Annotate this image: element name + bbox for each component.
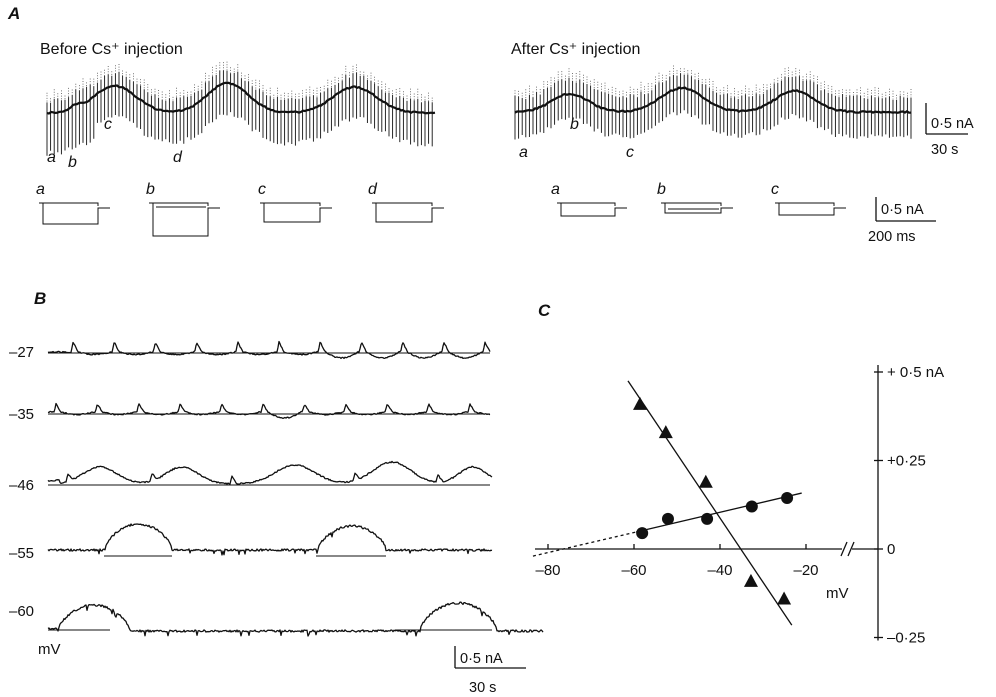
trace-mark-a: a [519,144,528,161]
trace-mark-b: b [570,116,579,133]
potential-label: –35 [9,406,34,423]
after-step-1-holding-line [665,202,722,210]
after-injection-title: After Cs⁺ injection [511,41,640,58]
potential-label: –60 [9,603,34,620]
before-step-1-holding-line [153,202,209,208]
triangle-point [633,396,648,410]
potential-label: –55 [9,545,34,562]
before-injection-title: Before Cs⁺ injection [40,41,183,58]
y-tick-label: + 0·5 nA [887,364,944,381]
b-scale-bar: 0·5 nA 30 s [454,646,526,696]
trace-mark-b: b [68,154,77,171]
x-axis-break [840,541,855,557]
circle-point [781,492,794,505]
after-step-2-pulse-response [775,202,846,216]
step-mark-a: a [36,181,45,198]
scale-time-label: 200 ms [868,229,916,245]
panel-b-label: B [34,289,46,308]
panel-b: B –27 –35 –46 –55 –60 mV 0·5 nA 30 s [9,289,544,696]
after-step-2-holding-line [779,202,835,206]
x-tick-label: –80 [535,562,560,579]
before-step-0-pulse-response [39,202,110,225]
x-axis-label: mV [826,585,849,602]
after-trace-mean-line [514,86,912,114]
scale-current-label: 0·5 nA [931,116,974,132]
before-trace-pulse-peaks [46,61,433,103]
panel-c-label: C [538,301,551,320]
slow-scale-bar: 0·5 nA 30 s [925,103,974,158]
current-trace-after [514,65,912,140]
trace-mark-a: a [47,149,56,166]
potential-label: –27 [9,344,34,361]
before-step-1-pulse-response [149,202,220,237]
triangle-point [743,573,758,587]
scale-current-label: 0·5 nA [460,651,503,667]
before-step-0-holding-line [43,202,99,206]
y-tick-label: –0·25 [887,630,925,647]
holding-trace-60 [47,601,544,637]
before-step-2-holding-line [264,202,321,206]
after-trace-pulse-peaks [514,65,912,100]
triangle-point [698,474,713,488]
triangle-point [777,591,792,605]
y-tick-label: 0 [887,541,895,558]
panel-a-label: A [7,4,20,23]
circle-point [745,500,758,513]
trace-mark-d: d [173,149,183,166]
step-mark-c: c [258,181,266,198]
panel-a: A Before Cs⁺ injection After Cs⁺ injecti… [7,4,974,245]
holding-trace-46 [47,460,493,485]
step-mark-b: b [657,181,666,198]
iv-plot: –80 –60 –40 –20 mV + 0·5 nA +0·25 0 –0·25 [532,364,944,647]
panel-c: C –80 –60 –40 –20 mV + 0·5 nA +0·25 0 –0·25 [532,301,944,647]
scale-time-label: 30 s [469,680,496,696]
circle-point [661,512,674,525]
y-tick-label: +0·25 [887,453,926,470]
step-mark-b: b [146,181,155,198]
x-tick-label: –20 [793,562,818,579]
after-step-0-holding-line [561,202,616,206]
circle-point [701,512,714,525]
trace-mark-c: c [104,116,112,133]
x-tick-label: –40 [707,562,732,579]
potential-label: –46 [9,477,34,494]
after-step-0-pulse-response [557,202,627,217]
x-tick-label: –60 [621,562,646,579]
step-mark-d: d [368,181,378,198]
circle-point [636,527,649,540]
holding-current-traces [47,340,544,637]
after-trace-pulses [514,73,912,140]
current-trace-before [46,61,436,156]
step-mark-a: a [551,181,560,198]
before-step-2-pulse-response [260,202,332,223]
before-step-3-pulse-response [372,202,444,223]
holding-trace-35 [47,402,491,420]
holding-trace-55 [47,523,493,556]
step-mark-c: c [771,181,779,198]
step-traces [39,202,846,237]
triangle-fit-line [627,380,793,626]
circle-fit-line [636,492,802,533]
holding-trace-27 [47,340,491,360]
trace-mark-c: c [626,144,634,161]
before-trace-pulses [46,70,433,156]
triangle-point [658,425,673,439]
before-trace-mean-line [46,81,436,115]
before-step-3-holding-line [376,202,433,206]
scale-time-label: 30 s [931,142,958,158]
scale-current-label: 0·5 nA [881,202,924,218]
fast-scale-bar: 0·5 nA 200 ms [868,197,936,245]
after-step-1-pulse-response [661,202,733,214]
potential-unit: mV [38,641,61,658]
